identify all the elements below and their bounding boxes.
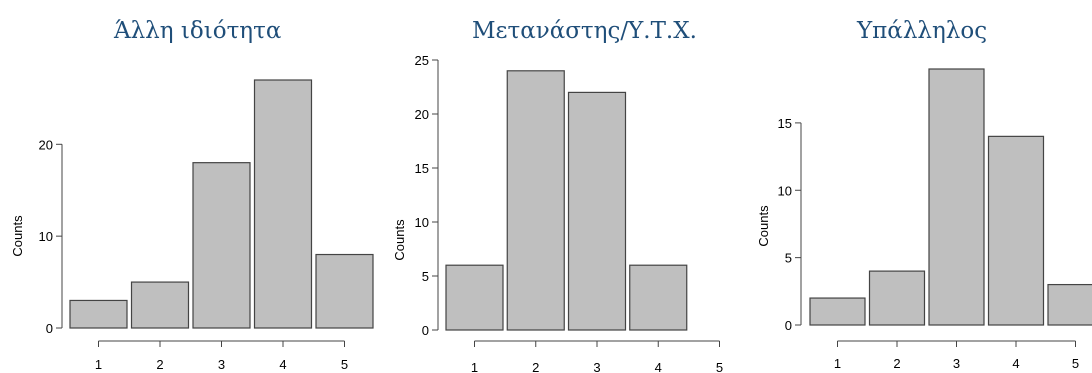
y-axis-title-2: Counts — [392, 219, 407, 261]
y-tick-label-3-0: 0 — [785, 318, 792, 333]
bar-2-4 — [629, 264, 688, 331]
y-tick-label-1-20: 20 — [39, 137, 53, 152]
y-tick-label-1-0: 0 — [46, 321, 53, 336]
bar-3-2 — [868, 270, 926, 326]
bar-3-1 — [809, 297, 866, 326]
bar-1-5 — [315, 253, 374, 329]
x-tick-label-2-1: 1 — [471, 360, 478, 373]
x-tick-label-3-2: 2 — [893, 356, 900, 371]
y-tick-label-3-15: 15 — [778, 116, 792, 131]
y-tick-label-2-5: 5 — [422, 269, 429, 284]
chart-title-2: Μετανάστης/Υ.Τ.Χ. — [472, 18, 697, 44]
x-tick-label-1-5: 5 — [341, 357, 348, 372]
bar-3-4 — [987, 135, 1045, 326]
y-tick-label-3-5: 5 — [785, 251, 792, 266]
bar-3-5 — [1047, 283, 1092, 326]
y-axis-title-3: Counts — [756, 205, 771, 247]
x-tick-label-3-4: 4 — [1012, 356, 1019, 371]
y-axis-title-1: Counts — [10, 215, 25, 257]
bar-1-1 — [69, 299, 128, 329]
x-tick-label-2-4: 4 — [655, 360, 662, 373]
bar-1-3 — [192, 162, 251, 329]
bar-3-3 — [928, 68, 985, 326]
y-tick-label-2-0: 0 — [422, 323, 429, 338]
x-tick-label-1-2: 2 — [156, 357, 163, 372]
x-tick-label-2-5: 5 — [716, 360, 723, 373]
bar-2-1 — [445, 264, 504, 331]
x-tick-label-2-2: 2 — [532, 360, 539, 373]
chart-title-3: Υπάλληλος — [857, 18, 988, 44]
bar-2-2 — [506, 70, 565, 331]
y-tick-label-2-15: 15 — [415, 161, 429, 176]
bar-2-3 — [567, 91, 627, 331]
bar-1-4 — [253, 79, 313, 329]
y-tick-label-1-10: 10 — [39, 229, 53, 244]
y-tick-label-2-10: 10 — [415, 215, 429, 230]
x-tick-label-1-1: 1 — [95, 357, 102, 372]
x-tick-label-3-1: 1 — [834, 356, 841, 371]
x-tick-label-1-3: 3 — [218, 357, 225, 372]
bar-1-2 — [130, 281, 190, 329]
x-tick-label-3-3: 3 — [953, 356, 960, 371]
x-tick-label-3-5: 5 — [1072, 356, 1079, 371]
y-tick-label-2-20: 20 — [415, 107, 429, 122]
x-tick-label-2-3: 3 — [593, 360, 600, 373]
chart-title-1: Άλλη ιδιότητα — [114, 18, 282, 44]
y-tick-label-2-25: 25 — [415, 53, 429, 68]
x-tick-label-1-4: 4 — [279, 357, 286, 372]
y-tick-label-3-10: 10 — [778, 183, 792, 198]
